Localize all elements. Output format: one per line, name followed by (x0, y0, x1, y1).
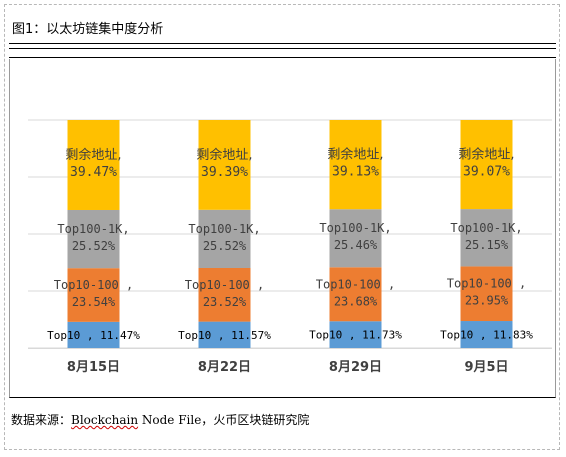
data-label: Top10-100 , (185, 278, 264, 292)
data-label: 剩余地址, (65, 147, 121, 163)
figure-title: 图1：以太坊链集中度分析 (12, 22, 164, 37)
bar-segment-Top10 (460, 321, 513, 348)
bar-segment-Top10-100 (198, 267, 251, 322)
bar-segment-Top100-1K (329, 209, 382, 268)
data-label: 25.52% (203, 239, 247, 253)
title-box: 图1：以太坊链集中度分析 (9, 11, 556, 44)
data-label: 39.47% (70, 165, 117, 180)
separator-line (9, 48, 556, 49)
data-label: 23.68% (334, 294, 378, 308)
data-label: 39.07% (463, 165, 510, 180)
separator-line (9, 57, 556, 58)
bar-segment-Top10-100 (67, 268, 120, 322)
x-tick-label: 9月5日 (464, 360, 508, 375)
data-label: Top10 , 11.83% (440, 329, 533, 342)
x-tick-label: 8月15日 (67, 360, 120, 375)
bar-segment-剩余地址 (198, 120, 251, 210)
data-label: 剩余地址, (458, 147, 514, 163)
data-label: 剩余地址, (327, 147, 383, 163)
bar-segment-Top10-100 (329, 267, 382, 322)
x-tick-label: 8月22日 (198, 360, 251, 375)
data-label: Top10-100 , (447, 277, 526, 291)
chart-box (9, 59, 556, 398)
bar-segment-Top100-1K (460, 209, 513, 267)
bar-segment-Top10 (329, 321, 382, 348)
data-label: Top10-100 , (54, 278, 133, 292)
data-label: Top100-1K, (188, 222, 260, 236)
data-label: 剩余地址, (196, 147, 252, 163)
data-label: 25.15% (465, 238, 509, 252)
data-label: Top10 , 11.47% (47, 329, 140, 342)
data-label: Top100-1K, (319, 221, 391, 235)
data-label: 23.52% (203, 295, 247, 309)
data-label: Top10-100 , (316, 277, 395, 291)
bar-segment-Top100-1K (67, 209, 120, 269)
source-org: 火币区块链研究院 (213, 413, 310, 427)
bar-segment-剩余地址 (67, 120, 120, 210)
x-tick-label: 8月29日 (329, 360, 382, 375)
bar-segment-Top10 (198, 321, 251, 348)
data-label: 23.54% (72, 295, 116, 309)
data-label: Top10 , 11.57% (178, 329, 271, 342)
bar-segment-剩余地址 (329, 120, 382, 210)
bar-segment-Top10-100 (460, 266, 513, 322)
data-label: 25.46% (334, 238, 378, 252)
figure-frame (4, 4, 560, 450)
data-label: 39.13% (332, 165, 379, 180)
data-label: Top100-1K, (57, 222, 129, 236)
source-blockchain: Blockchain (71, 413, 139, 427)
source-note: 数据来源：Blockchain Node File，火币区块链研究院 (11, 411, 309, 428)
data-label: 23.95% (465, 294, 509, 308)
data-label: Top100-1K, (450, 221, 522, 235)
bar-segment-Top100-1K (198, 209, 251, 268)
data-label: 39.39% (201, 165, 248, 180)
data-label: Top10 , 11.73% (309, 329, 402, 342)
data-label: 25.52% (72, 239, 116, 253)
bar-segment-剩余地址 (460, 120, 513, 210)
source-prefix: 数据来源： (11, 413, 72, 427)
bar-segment-Top10 (67, 321, 120, 348)
source-node-file: Node File， (138, 413, 214, 427)
